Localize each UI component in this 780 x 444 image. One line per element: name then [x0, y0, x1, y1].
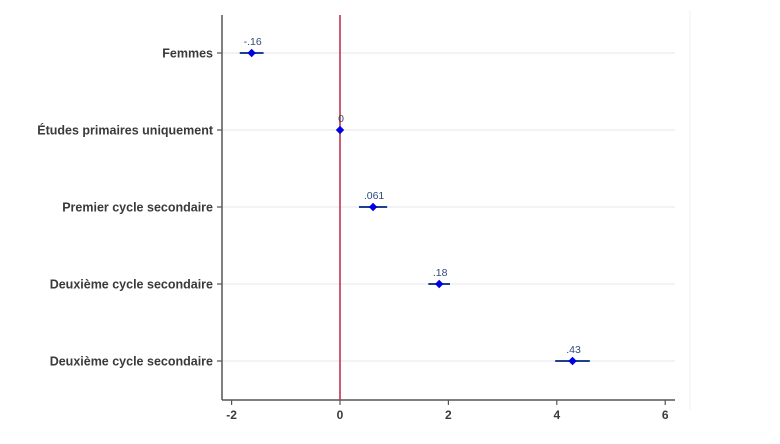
category-label: Études primaires uniquement [37, 123, 214, 138]
data-label: -.16 [244, 36, 262, 48]
x-tick-label: 2 [445, 408, 452, 422]
x-tick-label: -2 [226, 408, 237, 422]
x-tick-label: 6 [662, 408, 669, 422]
category-label: Premier cycle secondaire [62, 201, 213, 215]
data-label: .18 [433, 267, 448, 279]
data-point [368, 202, 378, 212]
data-label: 0 [338, 113, 344, 125]
data-point [247, 48, 256, 58]
x-tick-label: 4 [553, 408, 560, 422]
data-label: .061 [364, 190, 385, 202]
data-point [335, 125, 345, 135]
data-label: .43 [566, 344, 581, 356]
category-label: Deuxième cycle secondaire [50, 355, 213, 369]
category-label: Deuxième cycle secondaire [50, 278, 213, 292]
category-label: Femmes [162, 47, 213, 61]
data-point [434, 279, 444, 289]
data-point [568, 356, 577, 366]
x-tick-label: 0 [337, 408, 344, 422]
